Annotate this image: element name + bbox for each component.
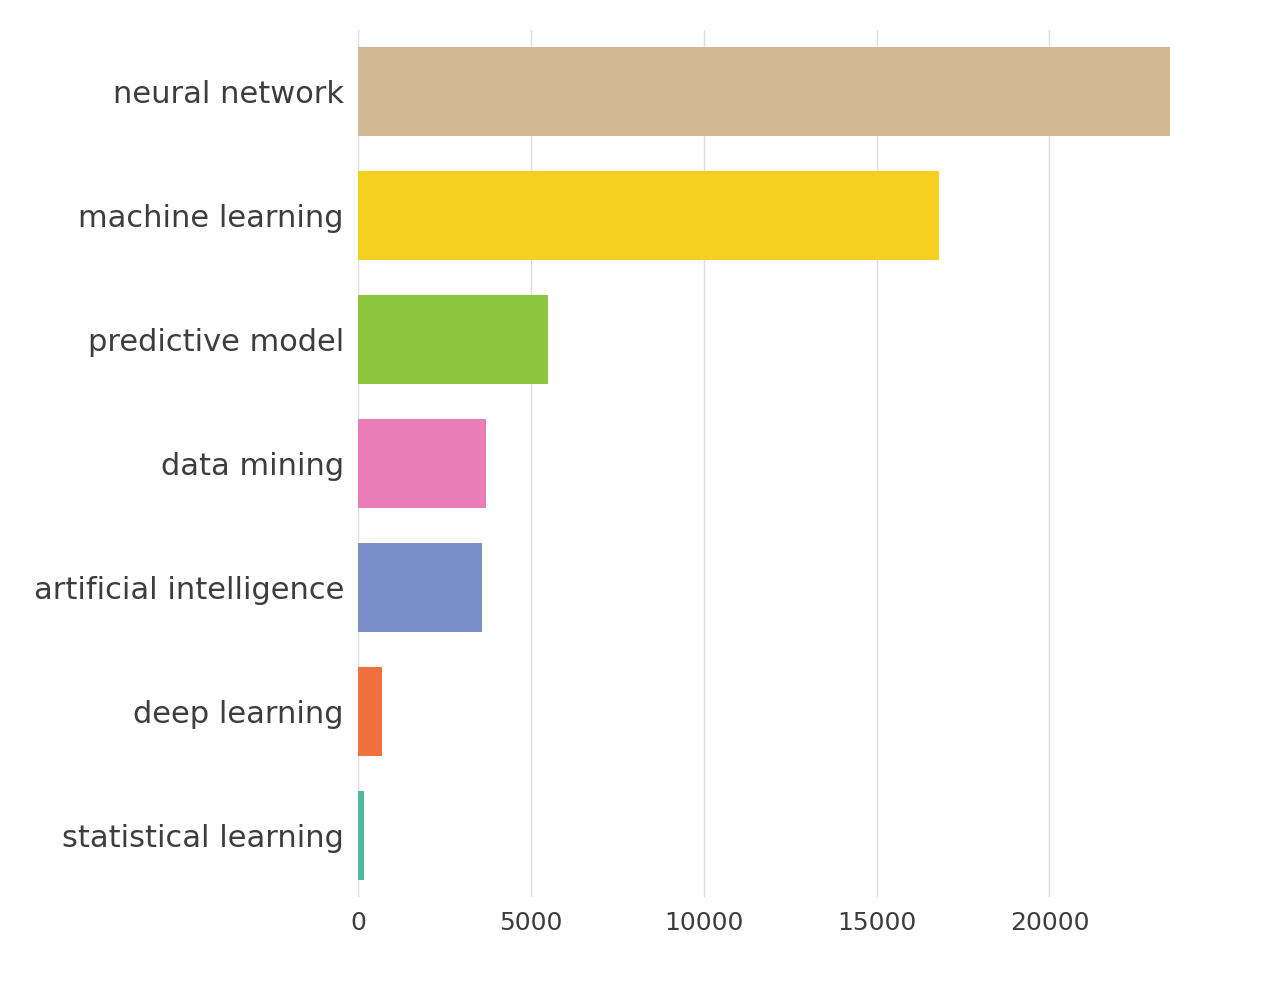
Bar: [358, 295, 548, 384]
Bar: [358, 667, 382, 756]
Bar: [358, 419, 486, 508]
Bar: [358, 171, 939, 260]
Bar: [358, 543, 482, 632]
Bar: [358, 47, 1171, 137]
Bar: [358, 791, 364, 880]
